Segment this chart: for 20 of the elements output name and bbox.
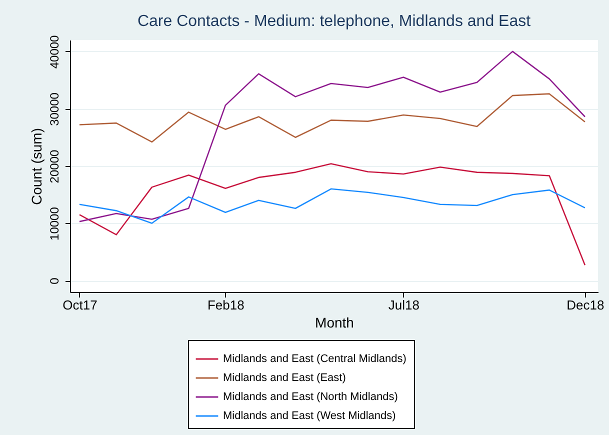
x-tick-label: Dec18 (566, 298, 604, 312)
x-tick-label: Oct17 (62, 298, 98, 312)
line-series (78, 188, 586, 224)
y-axis-title: Count (sum) (28, 128, 44, 206)
x-axis-title: Month (315, 314, 354, 330)
y-tick-label: 20000 (48, 149, 62, 184)
legend-label: Midlands and East (East) (223, 372, 346, 384)
y-tick-label: 40000 (48, 34, 62, 69)
x-tick-label: Jul18 (388, 298, 420, 312)
legend-label: Midlands and East (Central Midlands) (223, 353, 406, 365)
line-series (78, 93, 586, 143)
chart-title: Care Contacts - Medium: telephone, Midlands and East (137, 12, 532, 30)
y-tick-label: 0 (48, 277, 62, 284)
y-tick-label: 10000 (48, 206, 62, 240)
x-tick-label: Feb18 (207, 298, 244, 312)
legend-label: Midlands and East (North Midlands) (223, 391, 398, 403)
line-series (78, 50, 586, 222)
y-tick-label: 30000 (48, 92, 62, 126)
legend-label: Midlands and East (West Midlands) (223, 410, 396, 422)
line-series (78, 163, 586, 266)
